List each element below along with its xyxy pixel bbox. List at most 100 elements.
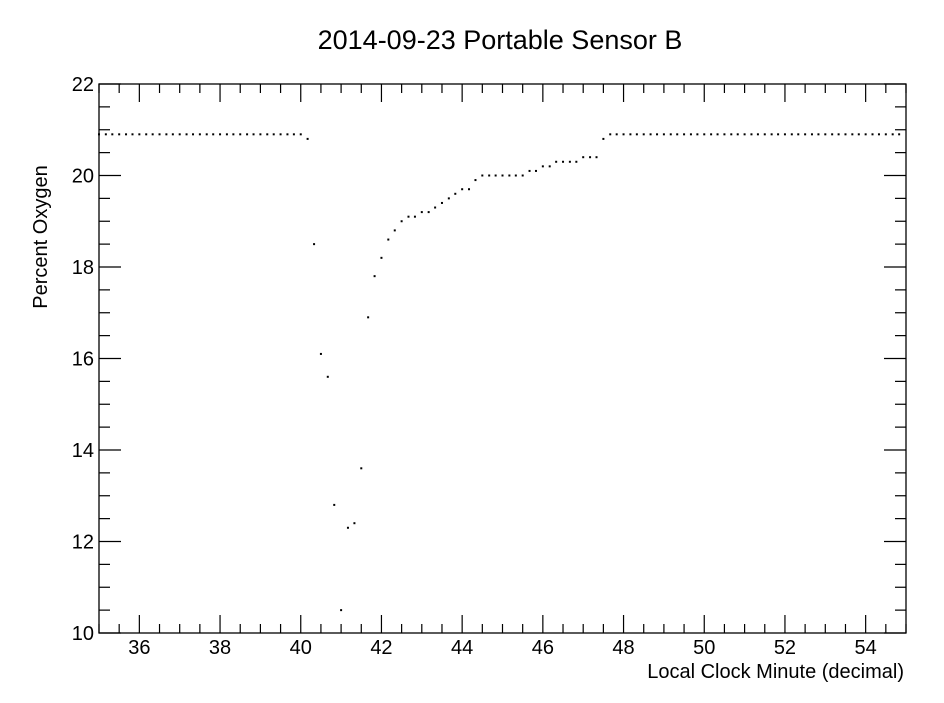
data-point [219,133,222,136]
data-point [857,133,860,136]
data-point [568,160,571,163]
data-point [198,133,201,136]
data-point [246,133,249,136]
data-point [367,316,370,319]
data-point [635,133,638,136]
x-tick-label: 54 [855,637,877,659]
data-point [387,238,390,241]
data-point [488,174,491,177]
data-point [743,133,746,136]
data-point [413,215,416,218]
data-point [279,133,282,136]
tick-labels: 36 38 40 42 44 46 48 50 52 54 10 12 14 16 18 20 22 [72,74,877,659]
data-point [844,133,847,136]
data-point [454,192,457,195]
y-tick-label: 10 [72,623,94,645]
data-point [884,133,887,136]
data-point [683,133,686,136]
data-point [393,229,396,232]
data-point [642,133,645,136]
chart-title: 2014-09-23 Portable Sensor B [318,25,683,55]
data-point [562,160,565,163]
data-point [292,133,295,136]
data-point [548,165,551,168]
data-point [595,156,598,159]
data-point [225,133,228,136]
data-point [474,179,477,182]
data-point [521,174,524,177]
data-point [877,133,880,136]
data-point [272,133,275,136]
data-point [676,133,679,136]
data-point [380,256,383,259]
data-point [736,133,739,136]
data-point [299,133,302,136]
data-point [750,133,753,136]
data-point [534,169,537,172]
data-point [864,133,867,136]
data-point [400,220,403,223]
data-point [447,197,450,200]
data-point [710,133,713,136]
data-point [178,133,181,136]
data-point [696,133,699,136]
data-point [333,503,336,506]
data-point [514,174,517,177]
data-point [232,133,235,136]
data-point [360,467,363,470]
x-tick-label: 44 [451,637,473,659]
data-point [420,211,423,214]
data-point [622,133,625,136]
data-point [555,160,558,163]
y-tick-label: 16 [72,349,94,371]
data-point [138,133,141,136]
data-point [528,169,531,172]
data-point [373,275,376,278]
data-point [541,165,544,168]
data-point [797,133,800,136]
data-point [461,188,464,191]
data-point [837,133,840,136]
data-point [783,133,786,136]
data-point [125,133,128,136]
data-point [313,243,316,246]
y-tick-label: 18 [72,257,94,279]
data-point [770,133,773,136]
data-point [831,133,834,136]
data-point [407,215,410,218]
data-point [212,133,215,136]
x-tick-label: 38 [209,637,231,659]
data-point [851,133,854,136]
x-tick-label: 40 [290,637,312,659]
data-point [824,133,827,136]
y-tick-label: 20 [72,166,94,188]
data-point [602,137,605,140]
data-point [165,133,168,136]
x-axis-label: Local Clock Minute (decimal) [647,661,904,683]
plot-frame [98,83,907,634]
data-point [353,522,356,525]
data-point [326,375,329,378]
data-point [286,133,289,136]
data-point [810,133,813,136]
x-tick-label: 46 [532,637,554,659]
data-point [259,133,262,136]
data-point [158,133,161,136]
data-point [817,133,820,136]
data-point [609,133,612,136]
data-point [615,133,618,136]
data-point [131,133,134,136]
data-point [340,609,343,612]
data-point [804,133,807,136]
data-point [891,133,894,136]
data-point [151,133,154,136]
data-point [790,133,793,136]
data-points [98,133,901,612]
x-tick-label: 48 [612,637,634,659]
data-point [662,133,665,136]
x-tick-label: 42 [370,637,392,659]
y-axis-label: Percent Oxygen [30,165,52,308]
data-point [589,156,592,159]
data-point [501,174,504,177]
